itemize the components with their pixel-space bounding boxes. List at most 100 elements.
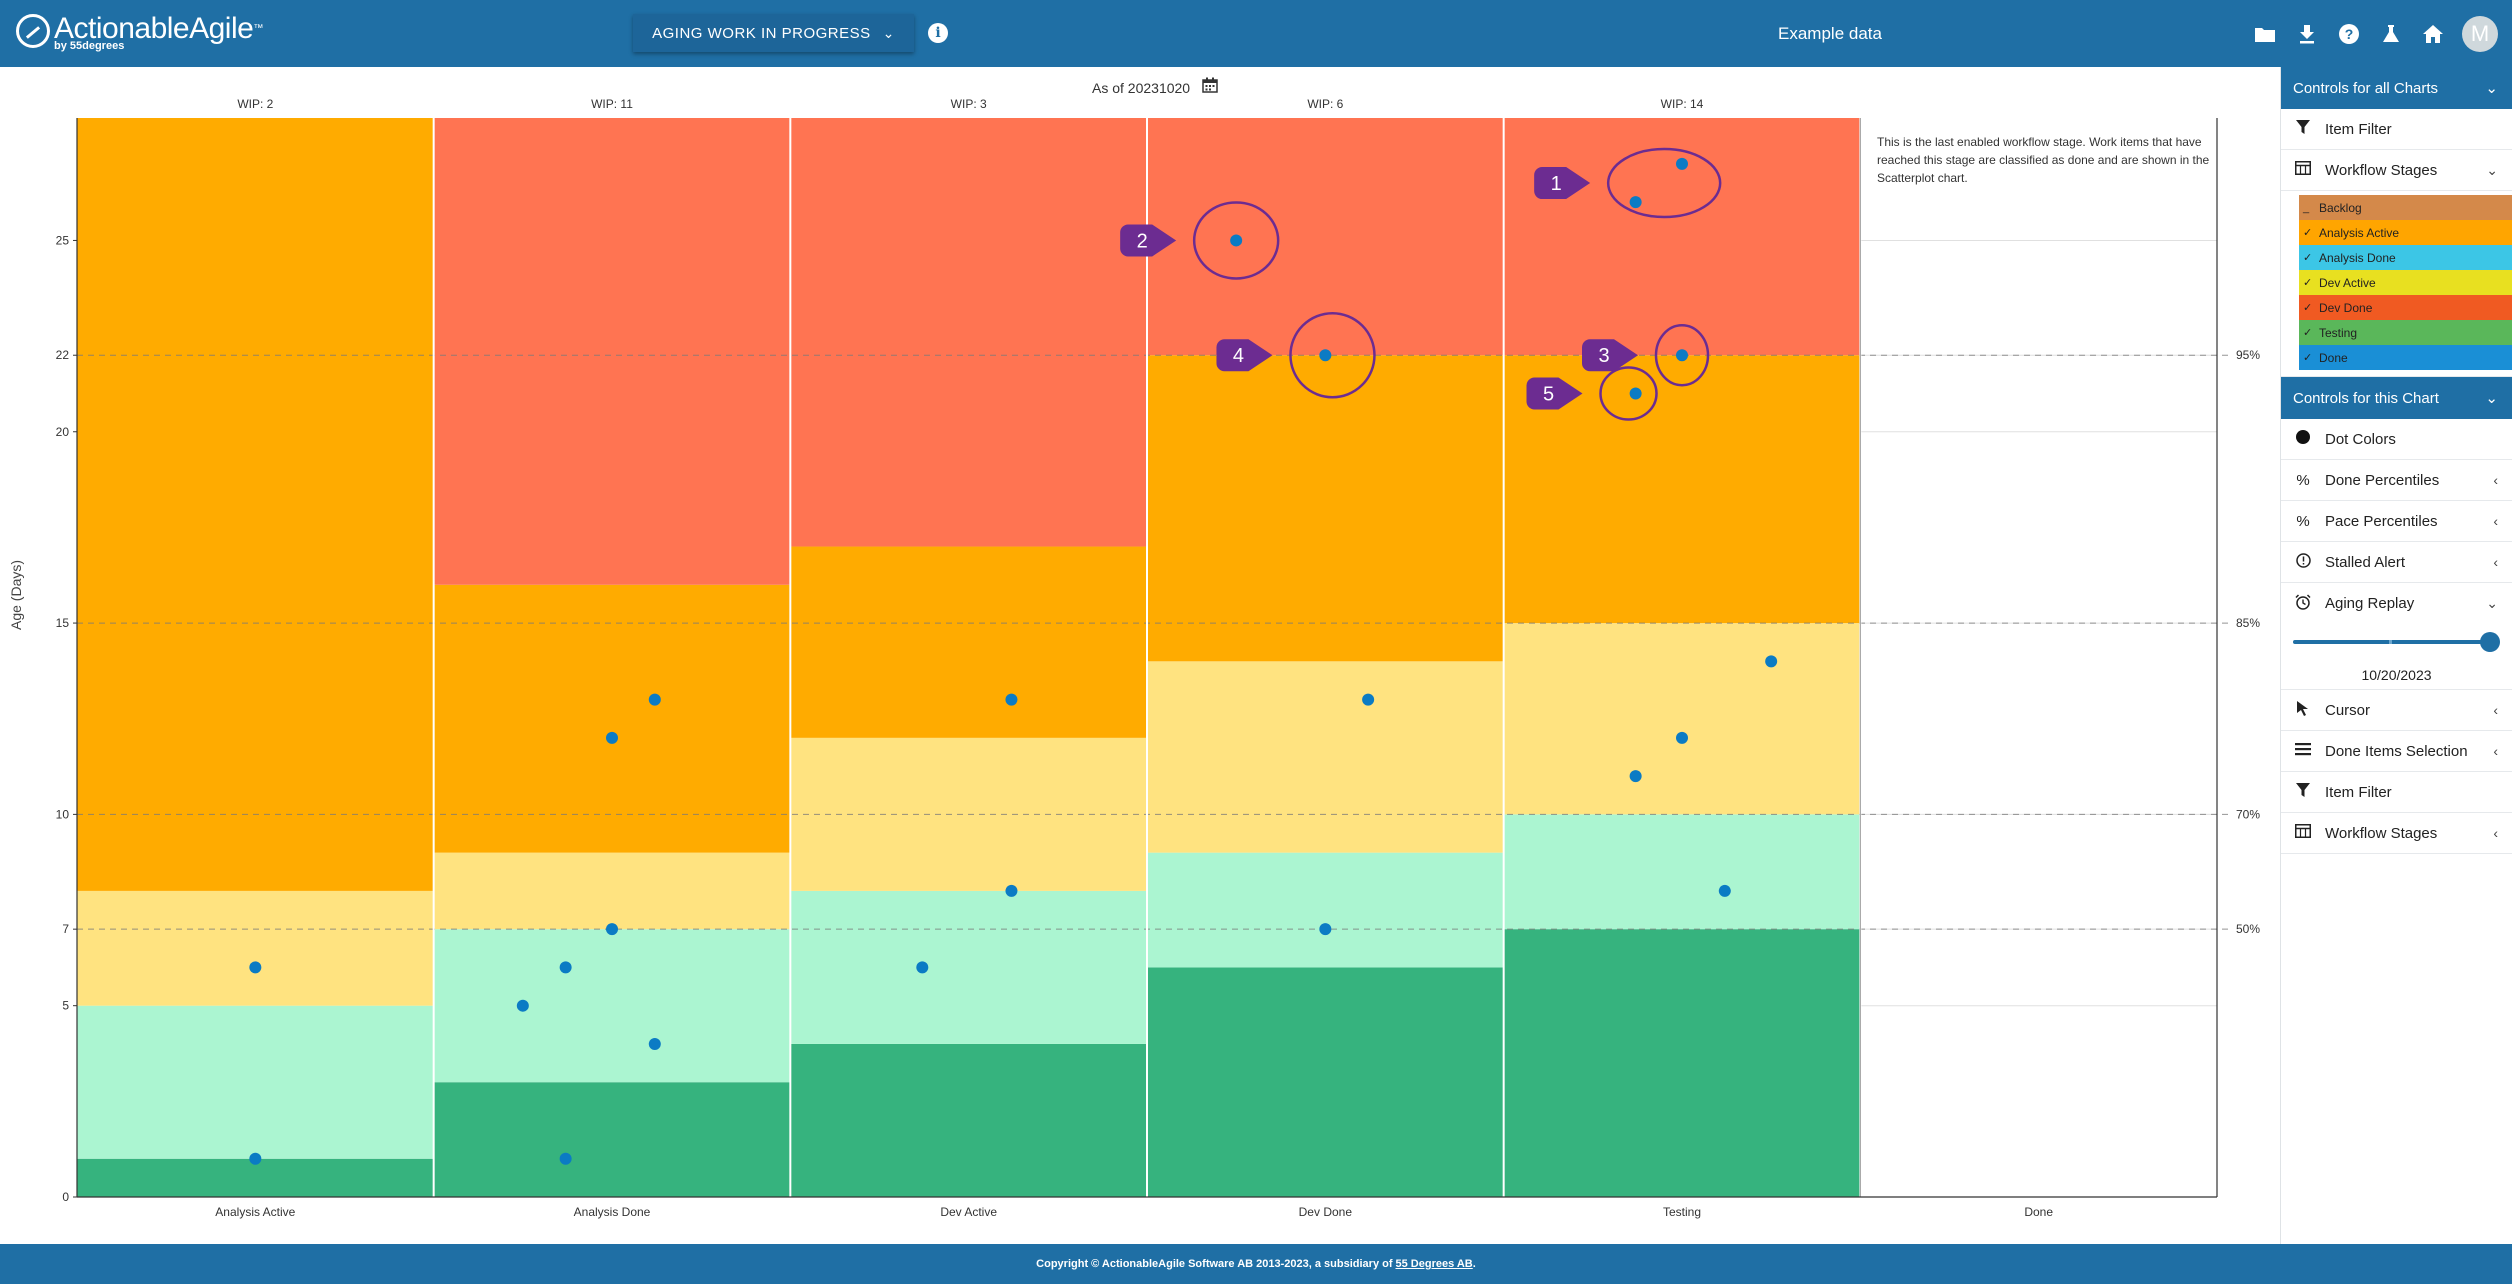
checkbox-icon[interactable]: ✓: [2303, 301, 2313, 314]
list-icon: [2293, 742, 2313, 760]
age-band: [1503, 929, 1861, 1197]
folder-icon[interactable]: [2251, 20, 2279, 48]
checkbox-icon[interactable]: ✓: [2303, 351, 2313, 364]
company-link[interactable]: 55 Degrees AB: [1395, 1258, 1473, 1270]
avatar[interactable]: M: [2462, 16, 2498, 52]
chevron-left-icon: ‹: [2493, 472, 2498, 488]
work-item-dot[interactable]: [249, 1152, 262, 1165]
work-item-dot[interactable]: [1362, 693, 1375, 706]
work-item-dot[interactable]: [1005, 693, 1018, 706]
cursor-row[interactable]: Cursor ‹: [2281, 690, 2512, 731]
pace-percentiles-row[interactable]: % Pace Percentiles ‹: [2281, 501, 2512, 542]
stage-legend-item[interactable]: ✓ Done: [2299, 345, 2512, 370]
annotation-ring: [1606, 147, 1722, 219]
chart-workflow-stages-row[interactable]: Workflow Stages ‹: [2281, 813, 2512, 854]
replay-date: 10/20/2023: [2281, 664, 2512, 690]
age-band: [433, 1082, 791, 1197]
download-icon[interactable]: [2293, 20, 2321, 48]
aging-replay-row[interactable]: Aging Replay ⌄: [2281, 583, 2512, 624]
work-item-dot[interactable]: [1230, 234, 1243, 247]
age-band: [790, 118, 1147, 547]
percentile-label: 85%: [2236, 616, 2260, 630]
y-tick-label: 10: [56, 807, 70, 821]
wip-label: WIP: 3: [951, 97, 987, 111]
age-band: [77, 1005, 434, 1159]
slider-thumb[interactable]: [2480, 632, 2500, 652]
workflow-stages-row[interactable]: Workflow Stages ⌄: [2281, 150, 2512, 191]
work-item-dot[interactable]: [1676, 349, 1688, 362]
aging-replay-label: Aging Replay: [2325, 595, 2415, 612]
y-tick-label: 25: [56, 233, 70, 247]
work-item-dot[interactable]: [1629, 387, 1642, 400]
work-item-dot[interactable]: [648, 693, 661, 706]
work-item-dot[interactable]: [1319, 349, 1332, 362]
alarm-clock-icon: [2293, 593, 2313, 614]
aging-replay-slider[interactable]: [2281, 624, 2512, 664]
work-item-dot[interactable]: [606, 923, 618, 936]
checkbox-icon[interactable]: ✓: [2303, 276, 2313, 289]
work-item-dot[interactable]: [559, 961, 572, 974]
item-filter-row[interactable]: Item Filter: [2281, 109, 2512, 150]
annotation-number: 3: [1598, 345, 1609, 367]
work-item-dot[interactable]: [1765, 655, 1778, 668]
logo[interactable]: ActionableAgile™ by 55degrees: [16, 12, 263, 52]
info-icon[interactable]: i: [928, 23, 948, 43]
checkbox-icon[interactable]: ✓: [2303, 226, 2313, 239]
stage-legend-label: Dev Done: [2319, 300, 2373, 315]
work-item-dot[interactable]: [1629, 770, 1642, 783]
chevron-left-icon: ‹: [2493, 513, 2498, 529]
checkbox-icon[interactable]: ✓: [2303, 326, 2313, 339]
done-items-selection-row[interactable]: Done Items Selection ‹: [2281, 731, 2512, 772]
help-icon[interactable]: ?: [2335, 20, 2363, 48]
filter-icon: [2293, 783, 2313, 801]
stage-legend-item[interactable]: _ Backlog: [2299, 195, 2512, 220]
y-tick-label: 15: [56, 616, 70, 630]
dot-colors-row[interactable]: Dot Colors: [2281, 419, 2512, 460]
y-tick-label: 7: [62, 922, 69, 936]
age-band: [1503, 814, 1861, 930]
stage-legend-item[interactable]: ✓ Analysis Active: [2299, 220, 2512, 245]
work-item-dot[interactable]: [1718, 884, 1731, 897]
as-of-date: As of 20231020: [1092, 77, 1218, 98]
stage-legend-item[interactable]: ✓ Dev Active: [2299, 270, 2512, 295]
annotation-number: 5: [1543, 383, 1554, 405]
copyright-text: Copyright © ActionableAgile Software AB …: [1036, 1258, 1393, 1270]
age-band: [433, 118, 791, 585]
age-band: [433, 929, 791, 1083]
done-percentiles-row[interactable]: % Done Percentiles ‹: [2281, 460, 2512, 501]
chart-type-select[interactable]: AGING WORK IN PROGRESS ⌄: [633, 14, 914, 52]
table-icon: [2293, 161, 2313, 179]
work-item-dot[interactable]: [648, 1037, 661, 1050]
stage-legend-item[interactable]: ✓ Dev Done: [2299, 295, 2512, 320]
work-item-dot[interactable]: [249, 961, 262, 974]
logo-text: ActionableAgile™: [54, 12, 263, 45]
flask-icon[interactable]: [2377, 20, 2405, 48]
checkbox-icon[interactable]: ✓: [2303, 251, 2313, 264]
calendar-icon[interactable]: [1202, 77, 1218, 98]
work-item-dot[interactable]: [1005, 884, 1018, 897]
slider-track[interactable]: [2293, 640, 2498, 644]
chart-item-filter-row[interactable]: Item Filter: [2281, 772, 2512, 813]
annotation-ring: [1599, 366, 1658, 421]
controls-this-chart-header[interactable]: Controls for this Chart ⌄: [2281, 377, 2512, 419]
controls-all-charts-header[interactable]: Controls for all Charts ⌄: [2281, 67, 2512, 109]
work-item-dot[interactable]: [1629, 196, 1642, 209]
work-item-dot[interactable]: [516, 999, 529, 1012]
stage-legend-label: Analysis Done: [2319, 250, 2396, 265]
age-band: [433, 584, 791, 853]
checkbox-icon[interactable]: _: [2303, 201, 2310, 214]
stage-legend-item[interactable]: ✓ Analysis Done: [2299, 245, 2512, 270]
work-item-dot[interactable]: [1319, 923, 1332, 936]
work-item-dot[interactable]: [1676, 157, 1688, 170]
work-item-dot[interactable]: [916, 961, 929, 974]
work-item-dot[interactable]: [1676, 731, 1688, 744]
as-of-label: As of 20231020: [1092, 79, 1191, 96]
stalled-alert-row[interactable]: Stalled Alert ‹: [2281, 542, 2512, 583]
chevron-down-icon: ⌄: [2485, 390, 2498, 407]
stalled-alert-label: Stalled Alert: [2325, 553, 2406, 571]
work-item-dot[interactable]: [606, 731, 618, 744]
home-icon[interactable]: [2419, 20, 2447, 48]
work-item-dot[interactable]: [559, 1152, 572, 1165]
stage-legend-item[interactable]: ✓ Testing: [2299, 320, 2512, 345]
